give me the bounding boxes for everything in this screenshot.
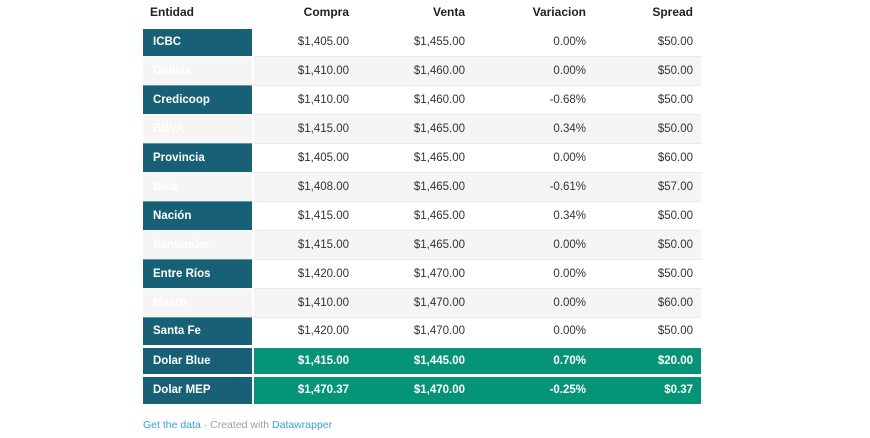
- entity-cell: Macro: [143, 288, 254, 318]
- value-cell: $1,465.00: [357, 230, 473, 260]
- value-cell: $60.00: [594, 288, 701, 318]
- value-cell: $1,470.00: [357, 259, 473, 289]
- value-cell: $1,415.00: [253, 230, 357, 260]
- entity-cell: Entre Ríos: [143, 259, 254, 289]
- value-cell: $1,420.00: [253, 259, 357, 289]
- value-cell: 0.34%: [473, 201, 594, 231]
- value-cell: $50.00: [594, 25, 701, 57]
- table-row: Credicoop $1,410.00 $1,460.00 -0.68% $50.00: [143, 85, 701, 115]
- value-cell: $50.00: [594, 85, 701, 115]
- value-cell: $1,470.00: [357, 373, 473, 404]
- value-cell: $1,470.00: [357, 317, 473, 347]
- table-row: Santander $1,415.00 $1,465.00 0.00% $50.00: [143, 230, 701, 260]
- value-cell: $1,415.00: [253, 114, 357, 144]
- value-cell: $1,465.00: [357, 114, 473, 144]
- value-cell: $1,445.00: [357, 344, 473, 375]
- entity-cell: Dolar Blue: [143, 344, 254, 375]
- entity-cell: Galicia: [143, 56, 254, 86]
- value-cell: $57.00: [594, 172, 701, 202]
- column-header-spread: Spread: [594, 0, 701, 28]
- entity-cell: ICBC: [143, 25, 254, 57]
- value-cell: $1,405.00: [253, 25, 357, 57]
- value-cell: $1,465.00: [357, 172, 473, 202]
- entity-cell: Santa Fe: [143, 317, 254, 347]
- rates-table: Entidad Compra Venta Variacion Spread ICBC $1…: [143, 0, 701, 404]
- entity-cell: Provincia: [143, 143, 254, 173]
- value-cell: $1,410.00: [253, 288, 357, 318]
- entity-cell: Santander: [143, 230, 254, 260]
- value-cell: $50.00: [594, 201, 701, 231]
- rates-table-container: Entidad Compra Venta Variacion Spread ICBC $1…: [143, 0, 701, 404]
- value-cell: -0.68%: [473, 85, 594, 115]
- value-cell: $50.00: [594, 259, 701, 289]
- table-row: Galicia $1,410.00 $1,460.00 0.00% $50.00: [143, 56, 701, 86]
- value-cell: $1,410.00: [253, 85, 357, 115]
- value-cell: $20.00: [594, 344, 701, 375]
- value-cell: $50.00: [594, 317, 701, 347]
- footer-separator: ·: [203, 419, 208, 431]
- value-cell: $1,415.00: [253, 344, 357, 375]
- value-cell: $1,465.00: [357, 143, 473, 173]
- table-row: Bica $1,408.00 $1,465.00 -0.61% $57.00: [143, 172, 701, 202]
- value-cell: $1,470.00: [357, 288, 473, 318]
- value-cell: $1,465.00: [357, 201, 473, 231]
- datawrapper-footer: Get the data · Created with Datawrapper: [143, 419, 332, 431]
- value-cell: 0.00%: [473, 288, 594, 318]
- table-row: Macro $1,410.00 $1,470.00 0.00% $60.00: [143, 288, 701, 318]
- table-header: Entidad Compra Venta Variacion Spread: [143, 0, 701, 28]
- value-cell: 0.70%: [473, 344, 594, 375]
- value-cell: 0.00%: [473, 317, 594, 347]
- table-row: Dolar MEP $1,470.37 $1,470.00 -0.25% $0.37: [143, 373, 701, 404]
- value-cell: $1,455.00: [357, 25, 473, 57]
- entity-cell: Dolar MEP: [143, 373, 254, 404]
- value-cell: $1,420.00: [253, 317, 357, 347]
- entity-cell: Bica: [143, 172, 254, 202]
- value-cell: $0.37: [594, 373, 701, 404]
- value-cell: $1,460.00: [357, 85, 473, 115]
- value-cell: $50.00: [594, 114, 701, 144]
- table-row: ICBC $1,405.00 $1,455.00 0.00% $50.00: [143, 25, 701, 57]
- value-cell: -0.25%: [473, 373, 594, 404]
- table-row: Provincia $1,405.00 $1,465.00 0.00% $60.00: [143, 143, 701, 173]
- column-header-entidad: Entidad: [143, 0, 253, 28]
- value-cell: $1,408.00: [253, 172, 357, 202]
- value-cell: 0.00%: [473, 259, 594, 289]
- get-the-data-link[interactable]: Get the data: [143, 419, 201, 431]
- value-cell: $1,415.00: [253, 201, 357, 231]
- table-row: Nación $1,415.00 $1,465.00 0.34% $50.00: [143, 201, 701, 231]
- table-row: Santa Fe $1,420.00 $1,470.00 0.00% $50.00: [143, 317, 701, 347]
- table-body: ICBC $1,405.00 $1,455.00 0.00% $50.00 Galicia…: [143, 25, 701, 404]
- header-row: Entidad Compra Venta Variacion Spread: [143, 0, 701, 28]
- value-cell: $1,460.00: [357, 56, 473, 86]
- entity-cell: Credicoop: [143, 85, 254, 115]
- value-cell: $1,405.00: [253, 143, 357, 173]
- value-cell: $50.00: [594, 230, 701, 260]
- column-header-variacion: Variacion: [473, 0, 594, 28]
- table-row: Entre Ríos $1,420.00 $1,470.00 0.00% $50.00: [143, 259, 701, 289]
- table-row: BBVA $1,415.00 $1,465.00 0.34% $50.00: [143, 114, 701, 144]
- value-cell: $1,470.37: [253, 373, 357, 404]
- value-cell: 0.00%: [473, 230, 594, 260]
- value-cell: -0.61%: [473, 172, 594, 202]
- entity-cell: BBVA: [143, 114, 254, 144]
- value-cell: 0.00%: [473, 56, 594, 86]
- created-with-text: Created with: [210, 419, 270, 431]
- value-cell: 0.00%: [473, 143, 594, 173]
- value-cell: $50.00: [594, 56, 701, 86]
- entity-cell: Nación: [143, 201, 254, 231]
- value-cell: 0.34%: [473, 114, 594, 144]
- column-header-venta: Venta: [357, 0, 473, 28]
- column-header-compra: Compra: [253, 0, 357, 28]
- value-cell: 0.00%: [473, 25, 594, 57]
- value-cell: $1,410.00: [253, 56, 357, 86]
- datawrapper-link[interactable]: Datawrapper: [272, 419, 333, 431]
- table-row: Dolar Blue $1,415.00 $1,445.00 0.70% $20.00: [143, 344, 701, 375]
- value-cell: $60.00: [594, 143, 701, 173]
